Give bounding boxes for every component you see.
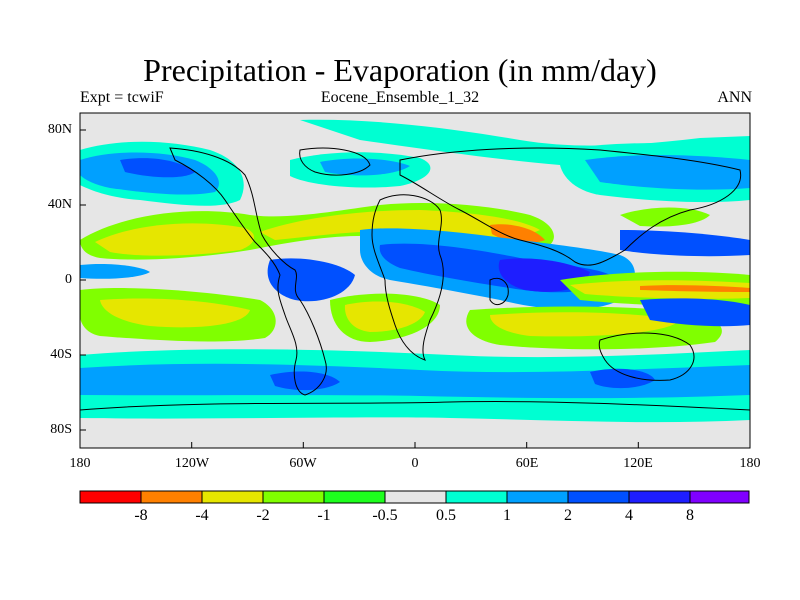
south-indian-dry-core	[490, 312, 680, 337]
lon-label: 180	[739, 456, 761, 471]
atlantic-dry	[260, 210, 540, 240]
south-america-wet	[270, 371, 340, 391]
lat-label: 80N	[47, 122, 72, 137]
north-pacific-dry	[95, 223, 255, 256]
lon-label: 120E	[623, 456, 653, 471]
central-pacific-wet	[80, 263, 150, 279]
lat-label: 80S	[50, 422, 72, 437]
north-atlantic-track	[320, 158, 410, 176]
season-label: ANN	[717, 89, 752, 106]
south-pacific-dry-core	[100, 298, 250, 328]
south-pacific-convergence	[640, 298, 750, 327]
colorbar-box	[79, 490, 142, 504]
colorbar-box	[323, 490, 386, 504]
west-pacific-wet	[620, 230, 750, 257]
colorbar-box	[262, 490, 325, 504]
colorbar-box	[384, 490, 447, 504]
colorbar-label: 2	[564, 507, 572, 524]
west-pacific-dry	[620, 207, 710, 227]
colorbar-box	[201, 490, 264, 504]
eurasia-outline	[399, 147, 742, 266]
amazon-wet	[267, 258, 355, 302]
experiment-label: Expt = tcwiF	[80, 89, 164, 106]
colorbar-label: 4	[625, 507, 633, 524]
colorbar-box	[567, 490, 630, 504]
lon-label: 180	[69, 456, 91, 471]
antarctica-outline	[80, 401, 750, 411]
americas-outline	[169, 147, 327, 396]
colorbar-box	[140, 490, 203, 504]
south-atlantic-dry-core	[344, 301, 425, 332]
africa-outline	[371, 194, 444, 361]
colorbar-label: -8	[134, 507, 148, 524]
colorbar-label: -4	[195, 507, 209, 524]
ensemble-label: Eocene_Ensemble_1_32	[320, 89, 480, 106]
pme-field	[80, 113, 750, 448]
southern-track	[80, 363, 750, 399]
lon-label: 0	[411, 456, 419, 471]
south-indian-wet	[590, 368, 655, 389]
map-title: Precipitation - Evaporation (in mm/day)	[143, 52, 657, 88]
lon-label: 120W	[174, 456, 210, 471]
colorbar	[79, 490, 750, 504]
colorbar-label: 1	[503, 507, 511, 524]
east-indian-dry-max	[640, 285, 750, 292]
colorbar-box	[506, 490, 569, 504]
axis-ticks	[79, 129, 751, 448]
australia-outline	[598, 332, 695, 381]
india-outline	[489, 277, 509, 306]
colorbar-box	[445, 490, 508, 504]
lon-label: 60W	[289, 456, 317, 471]
coastlines	[80, 147, 750, 411]
colorbar-label: 0.5	[436, 507, 456, 524]
colorbar-label: -1	[317, 507, 331, 524]
lat-label: 40N	[47, 197, 72, 212]
lon-label: 60E	[515, 456, 539, 471]
colorbar-label: -0.5	[372, 507, 398, 524]
colorbar-label: -2	[256, 507, 270, 524]
lat-label: 40S	[50, 347, 72, 362]
colorbar-box	[689, 490, 750, 504]
lat-label: 0	[65, 272, 72, 287]
north-pacific-core	[120, 158, 195, 178]
colorbar-label: 8	[686, 507, 694, 524]
colorbar-box	[628, 490, 691, 504]
greenland-outline	[299, 147, 371, 176]
